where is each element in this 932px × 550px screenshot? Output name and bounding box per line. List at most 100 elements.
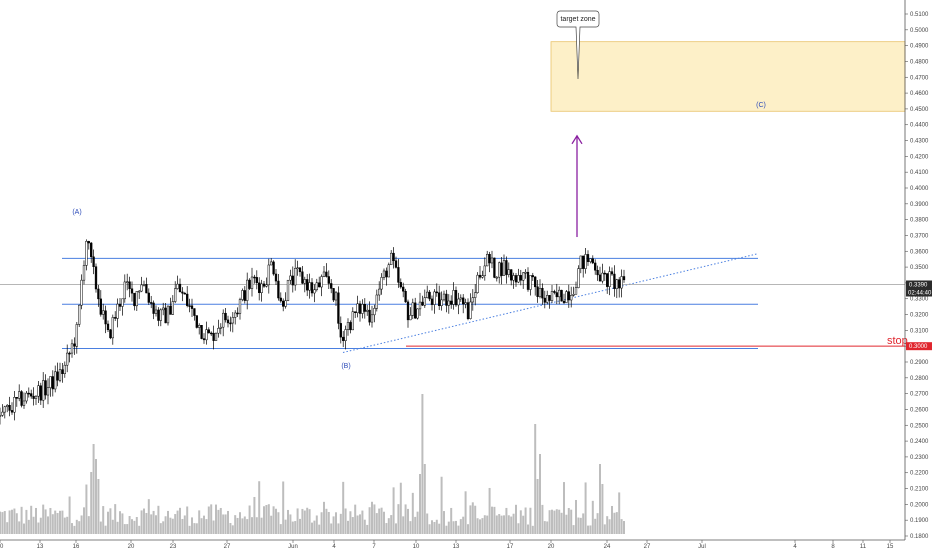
x-tick-label: 27 bbox=[644, 544, 651, 550]
candle-body bbox=[231, 317, 234, 324]
candle-body bbox=[322, 271, 326, 277]
y-tick-label: 0.4800 bbox=[910, 59, 929, 65]
y-tick-label: 0.3300 bbox=[910, 297, 929, 303]
target-zone-label: target zone bbox=[560, 16, 595, 23]
volume-bar bbox=[311, 522, 313, 534]
volume-bar bbox=[205, 519, 208, 534]
volume-bar bbox=[332, 516, 335, 534]
candle-body bbox=[572, 294, 575, 296]
candle-body bbox=[450, 300, 453, 305]
volume-bar bbox=[80, 515, 83, 534]
stop-label: stop bbox=[887, 335, 908, 347]
volume-bar bbox=[464, 491, 467, 534]
volume-bar bbox=[32, 516, 35, 534]
candle-body bbox=[526, 271, 530, 290]
candle-body bbox=[10, 410, 14, 413]
candle-body bbox=[447, 300, 450, 306]
candle-body bbox=[490, 257, 494, 264]
candle-body bbox=[622, 276, 626, 281]
candle-body bbox=[440, 299, 443, 307]
volume-bar bbox=[474, 505, 477, 534]
candle-body bbox=[613, 273, 616, 289]
volume-bar bbox=[217, 509, 220, 534]
candle-body bbox=[171, 301, 174, 315]
y-tick-label: 0.1900 bbox=[910, 518, 929, 524]
volume-bar bbox=[390, 515, 393, 534]
y-tick-label: 0.3700 bbox=[910, 233, 929, 239]
y-tick-label: 0.4300 bbox=[910, 139, 929, 145]
x-tick-label: 23 bbox=[170, 544, 177, 550]
volume-bar bbox=[147, 499, 150, 534]
volume-bar bbox=[131, 519, 133, 534]
candle-body bbox=[519, 275, 522, 281]
volume-bar bbox=[524, 507, 527, 534]
volume-bar bbox=[260, 517, 263, 534]
candle-body bbox=[265, 284, 268, 287]
x-tick-label: 8 bbox=[831, 544, 835, 550]
candle-body bbox=[620, 276, 623, 289]
volume-bar bbox=[270, 515, 273, 534]
volume-bar bbox=[337, 523, 340, 534]
y-tick-label: 0.4200 bbox=[910, 154, 929, 160]
candle-body bbox=[385, 270, 388, 278]
x-tick-label: 27 bbox=[224, 544, 231, 550]
candle-body bbox=[481, 275, 484, 278]
volume-bar bbox=[599, 464, 601, 534]
volume-bar bbox=[455, 520, 457, 534]
volume-bar bbox=[438, 523, 441, 534]
candle-body bbox=[469, 301, 472, 319]
candle-body bbox=[58, 369, 62, 381]
volume-bar bbox=[104, 525, 107, 534]
candle-body bbox=[138, 290, 141, 293]
candle-body bbox=[550, 291, 554, 301]
candle-body bbox=[454, 290, 458, 306]
volume-bar bbox=[567, 508, 570, 534]
volume-bar bbox=[87, 516, 90, 534]
x-tick-label: Jul bbox=[698, 544, 706, 550]
candle-body bbox=[512, 275, 515, 281]
volume-bar bbox=[303, 510, 306, 534]
candle-body bbox=[452, 290, 455, 305]
candle-body bbox=[397, 267, 400, 283]
volume-bar bbox=[183, 515, 186, 534]
candle-body bbox=[130, 288, 134, 294]
volume-bar bbox=[546, 521, 549, 534]
volume-bar bbox=[0, 511, 1, 534]
volume-bar bbox=[510, 516, 513, 534]
candle-body bbox=[193, 308, 196, 316]
volume-bar bbox=[44, 509, 47, 534]
candle-body bbox=[121, 298, 124, 307]
x-tick-label: 11 bbox=[860, 544, 867, 550]
volume-bar bbox=[354, 504, 357, 534]
volume-bar bbox=[167, 510, 169, 534]
candle-body bbox=[282, 300, 285, 307]
candle-body bbox=[606, 273, 609, 287]
candle-body bbox=[303, 279, 306, 284]
volume-bar bbox=[591, 500, 594, 534]
levels-layer bbox=[0, 253, 905, 353]
volume-bar bbox=[323, 501, 325, 534]
volume-bar bbox=[143, 508, 145, 534]
volume-bar bbox=[603, 524, 606, 534]
volume-bar bbox=[615, 512, 618, 534]
candle-body bbox=[253, 276, 256, 279]
volume-bar bbox=[135, 517, 138, 534]
volume-bar bbox=[596, 513, 599, 534]
candle-body bbox=[270, 261, 273, 266]
candle-body bbox=[541, 287, 544, 299]
candle-body bbox=[224, 312, 227, 321]
volume-bar bbox=[606, 516, 609, 534]
candle-body bbox=[284, 300, 287, 307]
candle-body bbox=[294, 268, 297, 286]
volume-bar bbox=[371, 501, 373, 534]
candle-body bbox=[548, 295, 551, 301]
candle-body bbox=[145, 284, 148, 294]
volume-bar bbox=[426, 513, 429, 534]
up-arrow-head bbox=[571, 134, 583, 145]
candle-body bbox=[514, 275, 518, 283]
countdown-value: 02:44:40 bbox=[908, 290, 932, 296]
volume-bar bbox=[373, 504, 376, 534]
candle-body bbox=[212, 332, 215, 341]
